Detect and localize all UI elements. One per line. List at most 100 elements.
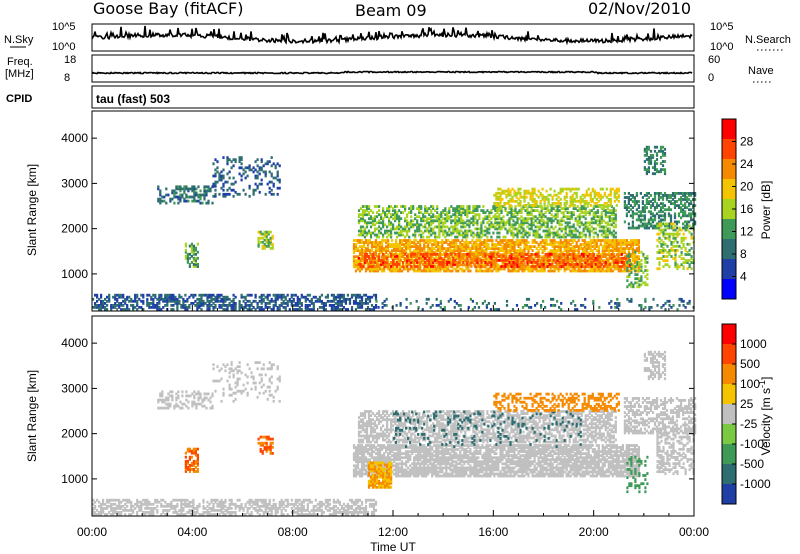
heatmap-cell-3894 [506, 229, 509, 233]
heatmap-cell-978 [265, 230, 268, 234]
heatmap-cell-4281 [592, 227, 595, 231]
heatmap-cell-3206 [608, 263, 611, 266]
heatmap-cell-4712 [633, 212, 636, 216]
heatmap-cell-1312 [405, 241, 408, 244]
heatmap-cell-2861 [430, 265, 433, 268]
cpid-panel: CPID tau (fast) 503 [6, 85, 695, 109]
heatmap-cell-2242 [559, 241, 562, 244]
heatmap-cell-933 [192, 250, 195, 254]
heatmap-cell-468 [304, 308, 307, 311]
heatmap-cell-1807 [487, 269, 490, 273]
heatmap-cell-1756 [479, 269, 482, 273]
heatmap-cell-4860 [663, 194, 667, 197]
heatmap-cell-3653 [452, 207, 455, 210]
heatmap-cell-3548 [428, 207, 431, 210]
heatmap-cell-1626 [455, 241, 458, 244]
heatmap-cell-4327 [602, 225, 605, 229]
heatmap-cell-3292 [365, 223, 369, 227]
heatmap-cell-3255 [357, 219, 361, 223]
heatmap-cell-4729 [637, 216, 640, 220]
heatmap-cell-1281 [399, 239, 402, 242]
heatmap-cell-3610 [442, 217, 445, 221]
heatmap-cell-738 [212, 194, 215, 198]
heatmap-cell-3684 [458, 217, 461, 221]
heatmap-cell-3609 [442, 221, 445, 225]
heatmap-cell-4720 [635, 212, 638, 216]
heatmap-cell-4355 [608, 227, 611, 231]
heatmap-cell-1282 [401, 269, 404, 273]
heatmap-cell-35 [108, 297, 111, 301]
heatmap-cell-3100 [558, 263, 561, 266]
heatmap-cell-245 [206, 308, 209, 311]
heatmap-cell-1347 [411, 251, 414, 255]
heatmap-cell-768 [222, 192, 225, 196]
heatmap-cell-3816 [486, 209, 489, 212]
heatmap-cell-2964 [490, 265, 493, 268]
heatmap-cell-569 [350, 308, 354, 311]
heatmap-cell-4095 [548, 217, 551, 221]
heatmap-cell-1693 [467, 259, 470, 263]
heatmap-cell-1707 [469, 249, 472, 252]
heatmap-cell-4249 [584, 225, 587, 229]
heatmap-cell-723 [203, 185, 206, 189]
heatmap-cell-3126 [570, 263, 573, 266]
heatmap-cell-4929 [682, 212, 685, 216]
heatmap-cell-4432 [509, 193, 512, 197]
heatmap-cell-4028 [534, 219, 537, 223]
heatmap-cell-2647 [623, 241, 626, 244]
heatmap-cell-2826 [410, 252, 413, 256]
heatmap-cell-47 [114, 297, 117, 301]
heatmap-cell-2431 [589, 243, 592, 246]
heatmap-cell-3017 [514, 259, 517, 262]
heatmap-cell-3095 [554, 252, 557, 256]
heatmap-cell-438 [290, 302, 293, 305]
heatmap-cell-3717 [464, 221, 467, 225]
heatmap-cell-3293 [365, 221, 369, 225]
heatmap-cell-119 [150, 302, 153, 305]
heatmap-cell-2879 [438, 254, 441, 258]
heatmap-cell-1542 [441, 243, 444, 246]
heatmap-cell-2503 [601, 249, 604, 252]
heatmap-cell-251 [206, 293, 209, 297]
heatmap-cell-4481 [531, 199, 534, 203]
heatmap-cell-2151 [545, 261, 548, 265]
heatmap-cell-1353 [413, 263, 416, 267]
heatmap-cell-4703 [631, 216, 634, 220]
heatmap-cell-1892 [501, 249, 504, 252]
heatmap-cell-4001 [528, 211, 531, 214]
heatmap-cell-2075 [531, 267, 534, 271]
heatmap-cell-4894 [673, 216, 677, 220]
heatmap-cell-1488 [433, 247, 436, 250]
heatmap-cell-1179 [383, 249, 386, 252]
heatmap-cell-2791 [388, 263, 391, 266]
heatmap-cell-3550 [430, 229, 433, 233]
heatmap-cell-3317 [371, 219, 375, 223]
heatmap-cell-572 [350, 293, 354, 297]
heatmap-cell-557 [342, 295, 345, 299]
heatmap-cell-514 [326, 293, 329, 297]
heatmap-cell-2574 [611, 241, 614, 244]
heatmap-cell-3363 [384, 215, 387, 219]
heatmap-cell-852 [256, 158, 259, 162]
heatmap-cell-718 [203, 195, 206, 199]
heatmap-cell-3323 [373, 223, 377, 227]
heatmap-cell-1610 [453, 251, 456, 255]
heatmap-cell-114 [148, 306, 151, 309]
heatmap-cell-971 [263, 230, 266, 234]
heatmap-cell-606 [366, 306, 370, 309]
heatmap-cell-246 [206, 306, 209, 309]
heatmap-cell-2746 [363, 254, 367, 258]
heatmap-cell-1129 [374, 253, 378, 257]
heatmap-cell-3039 [524, 252, 527, 256]
heatmap-cell-4622 [595, 191, 598, 195]
heatmap-cell-4288 [592, 205, 595, 208]
heatmap-cell-3155 [584, 265, 587, 268]
heatmap-cell-4171 [566, 221, 569, 225]
heatmap-cell-1388 [417, 241, 420, 244]
heatmap-cell-3283 [363, 221, 367, 225]
heatmap-cell-964 [261, 232, 264, 236]
heatmap-cell-649 [173, 195, 176, 199]
heatmap-cell-4097 [548, 209, 551, 212]
heatmap-cell-2135 [543, 269, 546, 273]
heatmap-cell-4820 [657, 226, 661, 230]
